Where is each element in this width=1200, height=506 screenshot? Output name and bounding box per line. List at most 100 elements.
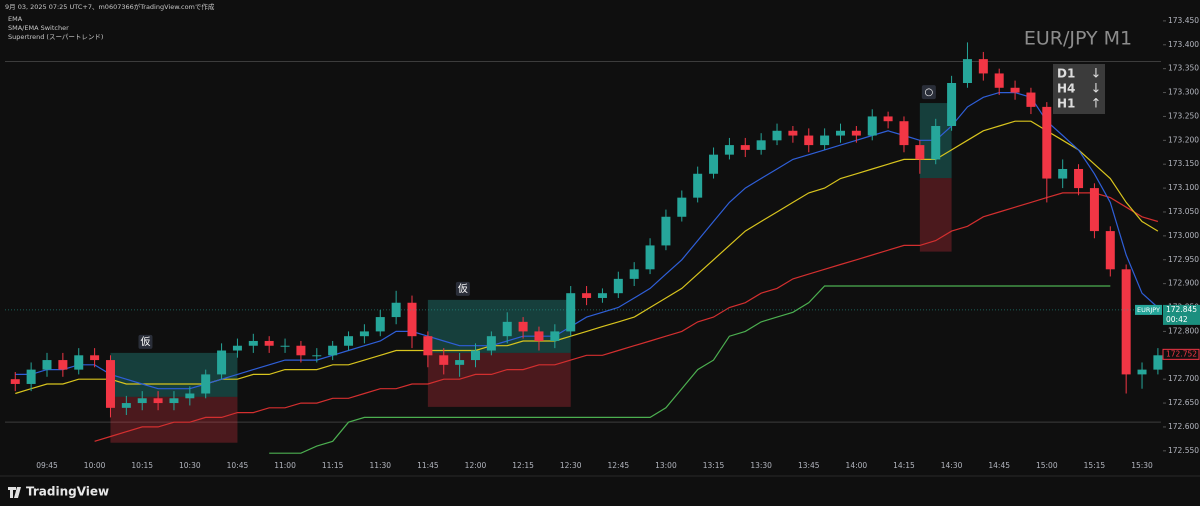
y-tick-label: 172.900	[1168, 279, 1199, 288]
candle-body	[470, 350, 480, 361]
trend-timeframe: H4	[1057, 82, 1075, 96]
candle-body	[391, 302, 401, 318]
candle-body	[58, 360, 68, 370]
countdown-label: 00:42	[1166, 315, 1188, 324]
candle-body	[693, 173, 703, 198]
y-tick-label: 173.100	[1168, 183, 1199, 192]
candle-body	[312, 355, 322, 357]
candle-body	[613, 278, 623, 294]
overlay-line	[94, 192, 1159, 442]
x-tick-label: 11:45	[417, 461, 439, 470]
indicator-name: Supertrend (スーパートレンド)	[8, 33, 103, 41]
candle-body	[169, 398, 179, 404]
x-tick-label: 11:00	[274, 461, 296, 470]
y-tick-label: 172.700	[1168, 374, 1199, 383]
candle-body	[788, 130, 798, 136]
position-label: 仮	[458, 282, 468, 295]
footer-bar	[0, 476, 1200, 506]
candle-body	[1042, 106, 1052, 179]
x-tick-label: 12:00	[465, 461, 487, 470]
candle-body	[74, 355, 84, 370]
position-target	[427, 299, 571, 353]
candle-body	[407, 302, 417, 337]
candle-body	[201, 374, 211, 394]
candle-body	[1026, 92, 1036, 107]
candle-body	[947, 83, 957, 126]
candle-body	[962, 59, 972, 83]
y-tick-label: 172.650	[1168, 398, 1199, 407]
candle-body	[518, 321, 528, 332]
caption: 9月 03, 2025 07:25 UTC+7、m0607366がTrading…	[5, 2, 215, 11]
trend-arrow: ↑	[1091, 97, 1102, 112]
position-label: ○	[924, 87, 933, 98]
candle-body	[344, 336, 354, 346]
trend-timeframe: H1	[1057, 97, 1075, 111]
x-tick-label: 15:15	[1084, 461, 1106, 470]
candle-body	[153, 398, 163, 404]
candle-body	[26, 369, 36, 384]
y-tick-label: 173.300	[1168, 88, 1199, 97]
brand: TradingView	[26, 485, 109, 499]
candle-body	[851, 130, 861, 136]
candle-body	[1153, 355, 1163, 370]
x-tick-label: 15:00	[1036, 461, 1058, 470]
candle-body	[105, 360, 115, 408]
y-tick-label: 173.450	[1168, 16, 1199, 25]
y-tick-label: 173.200	[1168, 135, 1199, 144]
position-stop	[427, 352, 571, 407]
x-tick-label: 10:15	[131, 461, 153, 470]
candle-body	[883, 116, 893, 122]
x-tick-label: 14:00	[846, 461, 868, 470]
x-tick-label: 14:15	[893, 461, 915, 470]
candle-body	[1121, 269, 1131, 375]
candle-body	[185, 393, 195, 399]
trend-timeframe: D1	[1057, 67, 1075, 81]
y-tick-label: 172.550	[1168, 446, 1199, 455]
overlay-line	[269, 285, 1111, 454]
y-tick-label: 173.250	[1168, 111, 1199, 120]
chart-title: EUR/JPY M1	[1024, 28, 1132, 50]
y-tick-label: 173.050	[1168, 207, 1199, 216]
position-stop	[919, 178, 952, 252]
candle-body	[550, 331, 560, 341]
indicator-name: EMA	[8, 15, 23, 23]
candle-body	[264, 340, 274, 346]
candle-body	[994, 73, 1004, 88]
candle-body	[455, 360, 465, 365]
candle-body	[724, 145, 734, 155]
candle-body	[836, 130, 845, 136]
candle-body	[280, 345, 290, 347]
candle-body	[899, 121, 909, 146]
x-tick-label: 12:15	[512, 461, 534, 470]
position-label-bg	[921, 85, 936, 100]
candle-body	[740, 145, 750, 150]
candle-body	[1089, 188, 1099, 232]
candle-body	[661, 216, 671, 246]
y-tick-label: 172.950	[1168, 255, 1199, 264]
candle-body	[217, 350, 227, 375]
candle-body	[90, 355, 100, 361]
position-label: 仮	[140, 335, 150, 348]
candle-body	[1105, 231, 1115, 270]
candle-body	[137, 398, 147, 404]
candle-body	[423, 336, 433, 356]
x-tick-label: 09:45	[36, 461, 58, 470]
x-tick-label: 10:30	[179, 461, 201, 470]
symbol-label-bg	[1135, 304, 1162, 315]
trend-panel	[1053, 64, 1105, 114]
candle-body	[804, 135, 814, 146]
y-tick-label: 173.000	[1168, 231, 1199, 240]
candle-body	[597, 293, 607, 298]
candle-body	[248, 340, 258, 346]
candle-body	[1074, 168, 1084, 189]
candle-body	[978, 59, 988, 74]
indicator-name: SMA/EMA Switcher	[8, 24, 69, 32]
candle-body	[439, 355, 449, 365]
position-label-bg	[455, 281, 470, 296]
y-tick-label: 173.150	[1168, 159, 1199, 168]
x-tick-label: 11:15	[322, 461, 344, 470]
candle-body	[1137, 369, 1147, 375]
symbol-label: EURJPY	[1137, 306, 1160, 314]
candle-body	[296, 345, 306, 356]
